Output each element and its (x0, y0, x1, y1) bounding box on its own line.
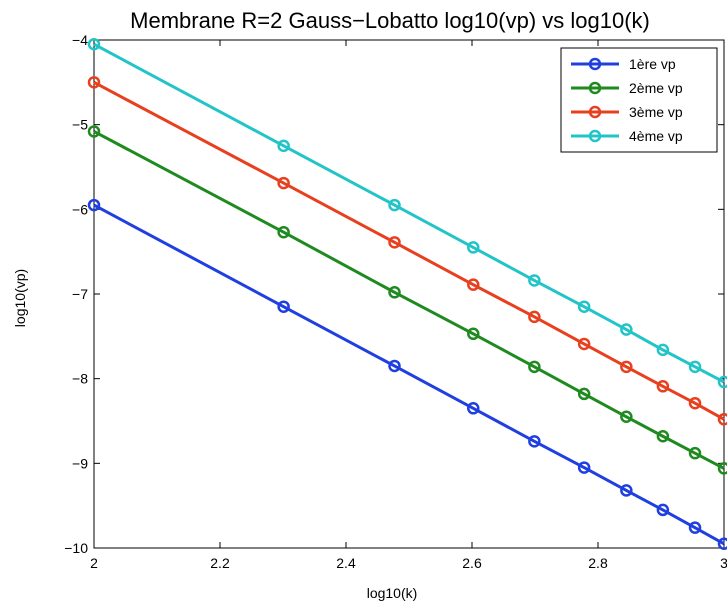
series-4-point (656, 343, 670, 357)
series-4-point (388, 198, 401, 212)
x-tick-label: 2.4 (336, 555, 356, 571)
series-2-point (717, 462, 727, 475)
x-tick-label: 3 (720, 555, 727, 571)
x-tick-label: 2.6 (462, 555, 482, 571)
series-2-point (277, 225, 290, 239)
x-axis-label: log10(k) (367, 585, 418, 601)
legend-marker-4 (588, 129, 602, 143)
series-line-2 (93, 130, 725, 470)
series-2-point (620, 410, 633, 424)
legend-label-3: 3ème vp (629, 104, 683, 120)
series-4-point (688, 360, 702, 374)
series-1-point (717, 537, 727, 551)
y-tick-label: −10 (64, 540, 88, 556)
legend-marker-1 (588, 57, 602, 71)
series-4-point (577, 300, 591, 313)
series-1-point (87, 198, 101, 212)
series-2-point (577, 387, 591, 401)
series-4-point (528, 274, 541, 287)
series-1-point (467, 402, 480, 415)
series-2-point (528, 360, 541, 374)
series-3-point (277, 176, 290, 190)
series-4-point (467, 241, 480, 254)
series-3-point (688, 396, 702, 410)
series-1-point (277, 300, 290, 313)
series-3-point (467, 278, 480, 291)
series-1-point (688, 521, 702, 534)
legend-marker-2 (588, 81, 602, 95)
series-1-point (528, 435, 541, 448)
series-line-1 (93, 203, 725, 546)
series-3-point (87, 76, 101, 89)
series-4-point (717, 375, 727, 389)
y-tick-label: −5 (72, 117, 88, 133)
series-3-point (717, 413, 727, 426)
legend-label-1: 1ère vp (629, 56, 676, 72)
series-1-point (577, 461, 591, 474)
series-3-point (620, 360, 633, 374)
legend-label-2: 2ème vp (629, 80, 683, 96)
series-3-point (656, 380, 670, 393)
series-3-point (577, 337, 591, 351)
y-tick-label: −4 (72, 32, 88, 48)
series-2-point (688, 446, 702, 460)
x-tick-label: 2.8 (588, 555, 608, 571)
legend: 1ère vp 2ème vp 3ème vp 4ème vp (560, 47, 718, 153)
series-1-point (656, 503, 670, 517)
legend-label-4: 4ème vp (629, 128, 683, 144)
y-tick-label: −8 (72, 371, 88, 387)
y-axis-label: log10(vp) (12, 269, 28, 327)
series-2-point (87, 125, 101, 138)
series-4-point (87, 37, 101, 51)
series-2-point (656, 429, 670, 443)
series-3-point (388, 236, 401, 249)
y-tick-label: −7 (72, 286, 88, 302)
x-tick-label: 2.2 (210, 555, 230, 571)
x-tick-label: 2 (90, 555, 98, 571)
series-1-point (620, 484, 633, 497)
series-3-point (528, 310, 541, 324)
series-4-point (277, 139, 290, 153)
series-line-3 (93, 81, 725, 421)
series-1-point (388, 359, 401, 373)
chart-title: Membrane R=2 Gauss−Lobatto log10(vp) vs … (130, 8, 650, 33)
legend-marker-3 (588, 105, 602, 119)
series-2-point (388, 286, 401, 299)
series-2-point (467, 327, 480, 341)
y-tick-label: −6 (72, 201, 88, 217)
series-line-4 (93, 42, 725, 384)
y-tick-label: −9 (72, 455, 88, 471)
series-4-point (620, 323, 633, 336)
